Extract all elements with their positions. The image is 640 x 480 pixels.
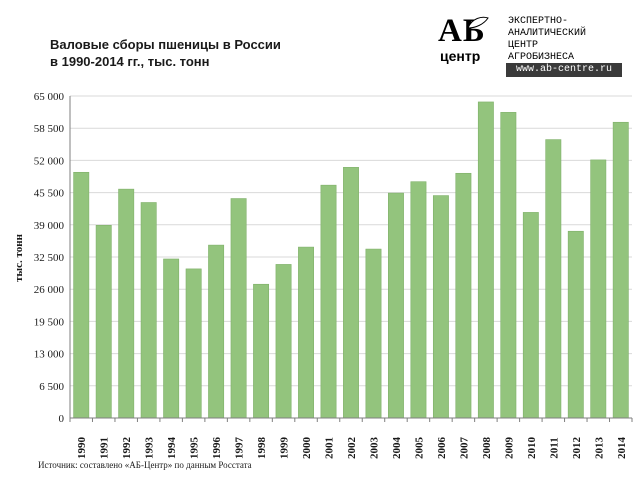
y-axis-label: тыс. тонн (13, 233, 25, 281)
bar-2004 (388, 192, 404, 419)
leaf-icon (467, 16, 489, 29)
x-tick-label: 1991 (99, 437, 111, 459)
logo-url: www.ab-centre.ru (506, 63, 622, 77)
bar-1997 (230, 198, 247, 419)
ab-centre-logo: АБ центр ЭКСПЕРТНО- АНАЛИТИЧЕСКИЙ ЦЕНТР … (436, 14, 626, 80)
y-tick-label: 52 000 (34, 155, 65, 167)
chart-title-line-1: Валовые сборы пшеницы в России (50, 37, 281, 52)
bar-2001 (320, 184, 337, 419)
y-tick-labels: 0 6 500 13 000 19 500 26 000 32 500 39 000 45 5… (34, 91, 65, 425)
y-tick-label: 0 (59, 413, 65, 425)
x-tick-label: 1999 (279, 437, 291, 460)
bar-2013 (590, 159, 607, 419)
x-tick-label: 2000 (301, 437, 313, 460)
y-tick-label: 39 000 (34, 220, 65, 232)
bar-2010 (522, 212, 539, 419)
bar-1998 (253, 283, 270, 419)
bar-1994 (163, 258, 180, 419)
bar-1992 (118, 188, 135, 419)
x-tick-label: 2011 (548, 437, 560, 458)
bar-2000 (298, 246, 314, 419)
x-tick-label: 1995 (189, 437, 201, 460)
y-tick-label: 45 500 (34, 188, 65, 200)
y-tick-label: 19 500 (34, 316, 65, 328)
bar-1995 (185, 268, 202, 419)
x-tick-label: 1993 (144, 437, 156, 460)
bar-2003 (365, 248, 382, 419)
bar-1993 (140, 202, 157, 419)
x-tick-label: 2006 (436, 437, 448, 460)
y-tick-label: 26 000 (34, 284, 65, 296)
bar-1999 (275, 264, 292, 419)
x-tick-label: 2004 (391, 437, 403, 460)
y-tick-label: 6 500 (39, 381, 64, 393)
bar-2005 (410, 181, 427, 419)
axes (69, 96, 633, 422)
x-tick-label: 2008 (481, 437, 493, 460)
logo-text-line: АГРОБИЗНЕСА (508, 52, 575, 63)
x-tick-label: 2013 (593, 437, 605, 460)
x-tick-label: 2010 (526, 437, 538, 460)
bar-1996 (208, 244, 225, 419)
x-tick-label: 1996 (211, 437, 223, 460)
x-tick-label: 1990 (76, 437, 88, 460)
logo-text: ЭКСПЕРТНО- АНАЛИТИЧЕСКИЙ ЦЕНТР АГРОБИЗНЕ… (508, 16, 586, 64)
y-tick-label: 65 000 (34, 91, 65, 103)
bar-2007 (455, 172, 472, 419)
y-tick-label: 32 500 (34, 252, 65, 264)
x-tick-labels: 1990 1991 1992 1993 1994 1995 1996 1997 1998 1999… (76, 437, 628, 460)
logo-text-line: ЭКСПЕРТНО- (508, 16, 569, 27)
x-tick-label: 2012 (571, 437, 583, 460)
logo-text-line: АНАЛИТИЧЕСКИЙ (508, 28, 587, 39)
bar-2012 (567, 230, 584, 419)
logo-mark: АБ центр (436, 14, 498, 74)
bar-2002 (343, 167, 359, 419)
logo-text-line: ЦЕНТР (508, 40, 539, 51)
chart-title-line-2: в 1990-2014 гг., тыс. тонн (50, 54, 210, 69)
bars (73, 101, 629, 419)
x-tick-label: 2003 (368, 437, 380, 460)
chart-title: Валовые сборы пшеницы в России в 1990-20… (50, 36, 370, 70)
source-note: Источник: составлено «АБ-Центр» по данны… (38, 460, 252, 470)
x-tick-label: 1997 (234, 437, 246, 460)
bar-2014 (612, 121, 629, 419)
logo-word: центр (440, 48, 481, 64)
bar-2008 (477, 101, 494, 419)
x-tick-label: 2014 (616, 437, 628, 460)
x-tick-label: 2009 (503, 437, 515, 460)
x-tick-label: 2005 (413, 437, 425, 460)
bar-2006 (432, 195, 449, 419)
bar-2011 (545, 139, 562, 419)
bar-2009 (500, 112, 517, 419)
x-tick-label: 2001 (324, 437, 336, 459)
y-tick-label: 58 500 (34, 123, 65, 135)
y-tick-label: 13 000 (34, 349, 65, 361)
bar-1991 (95, 224, 112, 419)
x-tick-label: 1994 (166, 437, 178, 460)
x-tick-label: 1998 (256, 437, 268, 460)
bar-1990 (73, 171, 90, 419)
x-tick-label: 1992 (121, 437, 133, 460)
x-tick-label: 2007 (458, 437, 470, 460)
x-tick-label: 2002 (346, 437, 358, 460)
